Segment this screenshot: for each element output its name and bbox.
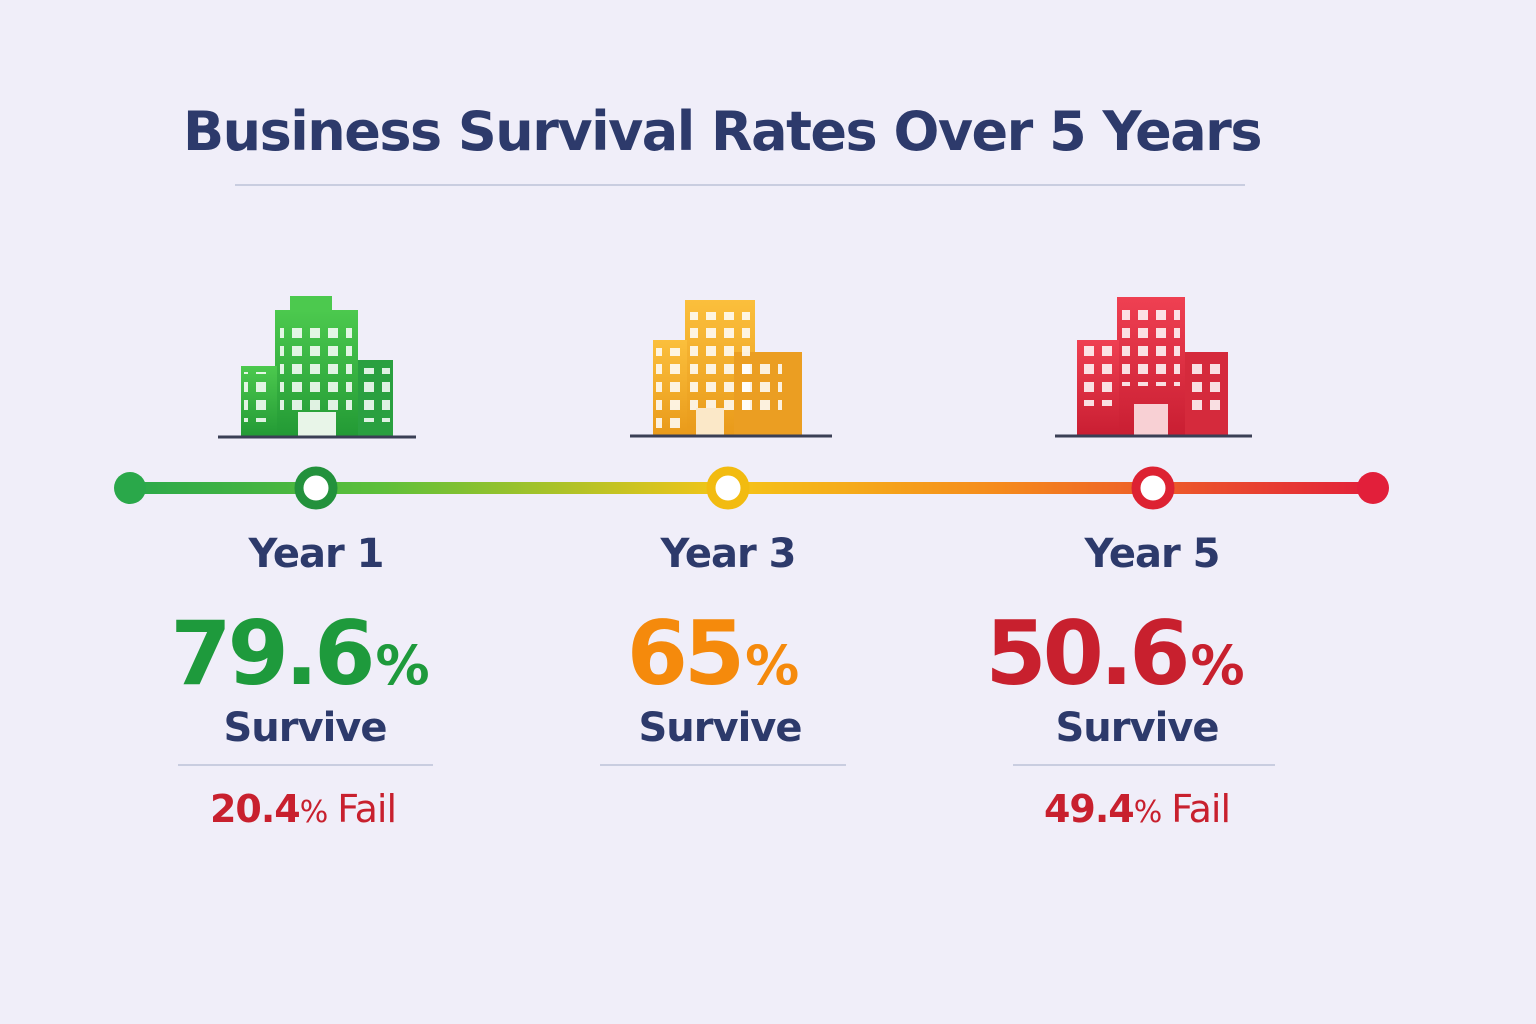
fail-unit: % <box>300 795 328 830</box>
year-label: Year 1 <box>248 531 384 577</box>
fail-rate: 20.4% Fail <box>210 787 396 831</box>
fail-value: 49.4 <box>1044 787 1134 831</box>
survive-rate: 65% <box>627 602 800 705</box>
year-label: Year 5 <box>1084 531 1220 577</box>
survive-label: Survive <box>224 705 387 751</box>
survive-rate: 79.6% <box>170 602 429 705</box>
survive-label: Survive <box>1056 705 1219 751</box>
rate-value: 65 <box>627 602 741 705</box>
timeline-node <box>706 466 750 510</box>
timeline-end <box>1357 472 1389 504</box>
timeline-end <box>114 472 146 504</box>
timeline-node <box>1131 466 1175 510</box>
rate-value: 50.6 <box>985 602 1186 705</box>
rate-unit: % <box>376 634 430 697</box>
year-label: Year 3 <box>660 531 796 577</box>
building-orange <box>630 300 832 438</box>
timeline-node <box>294 466 338 510</box>
fail-unit: % <box>1134 795 1162 830</box>
survive-rate: 50.6% <box>985 602 1244 705</box>
rate-value: 79.6 <box>170 602 371 705</box>
fail-value: 20.4 <box>210 787 300 831</box>
rate-unit: % <box>745 634 799 697</box>
fail-label: Fail <box>337 787 396 831</box>
building-red <box>1055 297 1252 438</box>
survive-label: Survive <box>639 705 802 751</box>
rate-unit: % <box>1191 634 1245 697</box>
fail-label: Fail <box>1171 787 1230 831</box>
title: Business Survival Rates Over 5 Years <box>183 100 1261 163</box>
building-green <box>218 296 416 439</box>
fail-rate: 49.4% Fail <box>1044 787 1230 831</box>
